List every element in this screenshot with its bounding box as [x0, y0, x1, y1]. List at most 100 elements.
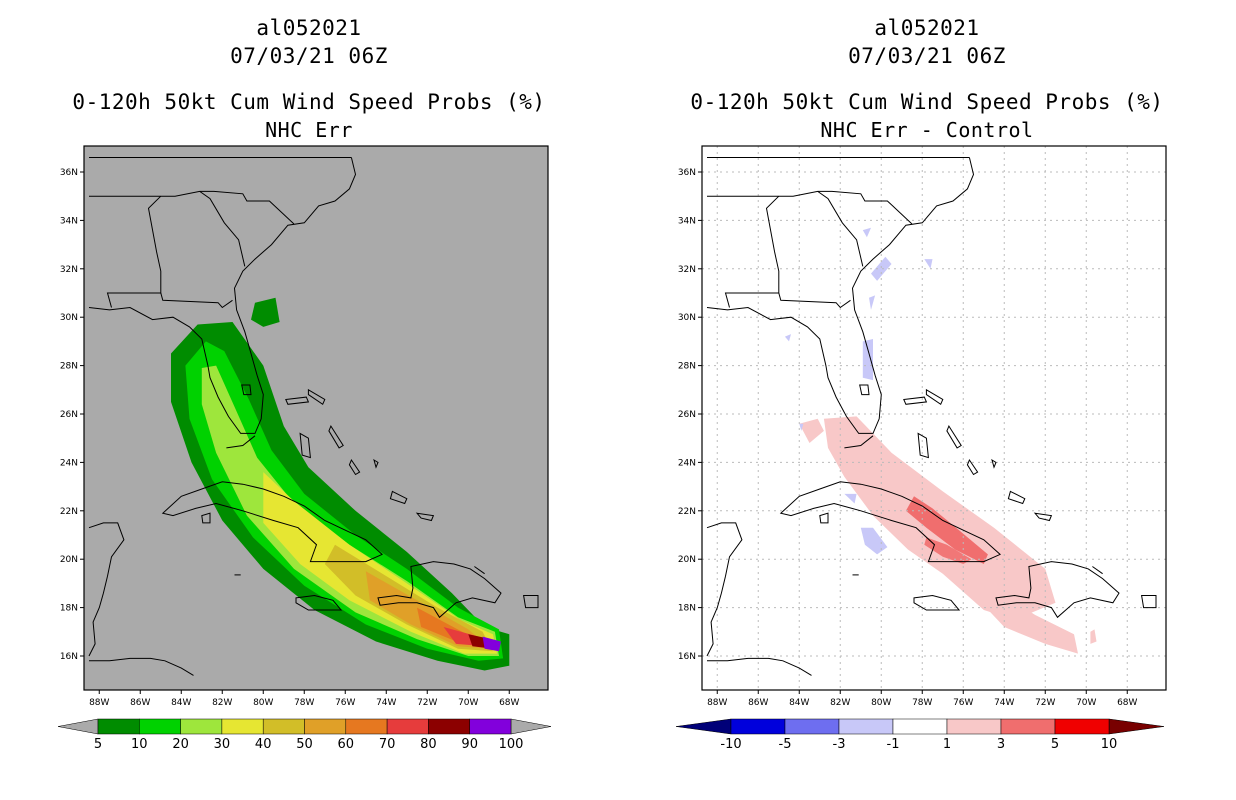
init-time: 07/03/21 06Z [848, 44, 1006, 68]
island-puerto-rico [523, 595, 539, 609]
colorbar-label: 10 [131, 737, 148, 752]
state-boundary [817, 190, 864, 267]
lon-label: 68W [1117, 698, 1137, 708]
island-bahamas [307, 388, 326, 406]
probability-band-50 [365, 571, 491, 649]
colorbar-label: -1 [887, 737, 900, 752]
colorbar-over-arrow [510, 718, 552, 735]
isla-de-la-juventud [201, 512, 211, 524]
lon-label: 84W [789, 698, 809, 708]
colorbar-swatch [1054, 718, 1110, 735]
probability-band-90 [482, 636, 501, 652]
colorbar-label: 20 [172, 737, 189, 752]
lat-label: 36N [678, 168, 696, 178]
coastline-honduras [89, 657, 194, 676]
lon-label: 82W [830, 698, 850, 708]
panel-nhc-err: al052021 07/03/21 06Z 0-120h 50kt Cum Wi… [57, 16, 552, 752]
island-hispaniola [377, 561, 502, 619]
state-boundary [707, 190, 913, 225]
coastline-honduras [707, 657, 812, 676]
island-bahamas [474, 566, 485, 575]
state-boundary [160, 292, 233, 309]
lon-label: 82W [212, 698, 232, 708]
colorbar-label: 100 [499, 737, 524, 752]
colorbar-swatch [1000, 718, 1056, 735]
island-bahamas [373, 458, 379, 469]
island-cuba [161, 481, 384, 563]
difference-map: 36N 34N 32N 30N 28N 26N 24N 22N 20N 18N 16N 88W 86W 8… [675, 145, 1167, 752]
difference-negative-light [869, 295, 876, 310]
colorbar-swatch [97, 718, 140, 735]
map-content [88, 157, 539, 676]
island-bahamas [1092, 566, 1103, 575]
colorbar-label: 3 [997, 737, 1005, 752]
probability-map: 36N 34N 32N 30N 28N 26N 24N 22N 20N 18N 16N 88W 86W 8… [57, 145, 552, 752]
island-bahamas [917, 432, 929, 459]
colorbar-swatch [428, 718, 470, 735]
island-bahamas [285, 396, 310, 405]
isla-de-la-juventud [819, 512, 829, 524]
colorbar-label: 5 [1051, 737, 1059, 752]
lat-label: 28N [60, 362, 78, 372]
lon-label: 72W [1035, 698, 1055, 708]
island-bahamas [1007, 490, 1026, 505]
lat-label: 30N [60, 313, 78, 323]
colorbar-label: -10 [720, 737, 741, 752]
lon-label: 78W [294, 698, 314, 708]
colorbar-label: -5 [779, 737, 792, 752]
island-bahamas [389, 490, 408, 505]
lon-label: 86W [130, 698, 150, 708]
lake-okeechobee [241, 384, 252, 396]
island-bahamas [991, 458, 997, 469]
island-hispaniola [995, 561, 1120, 619]
lon-label: 72W [417, 698, 437, 708]
island-bahamas [903, 396, 928, 405]
lat-label: 22N [678, 507, 696, 517]
colorbar-swatch [262, 718, 305, 735]
difference-negative-light [860, 527, 888, 555]
colorbar-swatch [469, 718, 512, 735]
init-time: 07/03/21 06Z [230, 44, 388, 68]
map-content [702, 146, 1166, 690]
state-boundary [89, 190, 295, 225]
island-bahamas [328, 425, 344, 449]
colorbar-label: 30 [214, 737, 231, 752]
colorbar-swatch [946, 718, 1002, 735]
product-title: 0-120h 50kt Cum Wind Speed Probs (%) [690, 90, 1164, 114]
panel-nhc-err-minus-control: al052021 07/03/21 06Z 0-120h 50kt Cum Wi… [618, 0, 1236, 800]
product-title: 0-120h 50kt Cum Wind Speed Probs (%) [72, 90, 546, 114]
lon-label: 76W [953, 698, 973, 708]
product-subtitle: NHC Err [265, 118, 353, 142]
state-boundary [724, 195, 780, 308]
colorbar-label: 5 [94, 737, 102, 752]
lat-label: 26N [60, 410, 78, 420]
difference-negative-light [799, 423, 804, 431]
product-subtitle: NHC Err - Control [820, 118, 1034, 142]
colorbar-label: 40 [255, 737, 272, 752]
lat-label: 34N [60, 216, 78, 226]
lat-label: 24N [60, 458, 78, 468]
coastline-yucatan [706, 522, 743, 657]
state-boundary [106, 195, 162, 308]
difference-positive-strong [924, 537, 972, 564]
colorbar-label: 10 [1101, 737, 1118, 752]
colorbar-swatch [221, 718, 264, 735]
probability-blob [251, 297, 280, 327]
lat-label: 26N [678, 410, 696, 420]
colorbar-label: -3 [833, 737, 846, 752]
map-frame [701, 145, 1167, 691]
colorbar-under-arrow [675, 718, 732, 735]
coastline-us [88, 157, 357, 434]
lon-label: 68W [499, 698, 519, 708]
lat-label: 24N [678, 458, 696, 468]
lon-label: 80W [253, 698, 273, 708]
lon-label: 80W [871, 698, 891, 708]
lat-label: 20N [678, 555, 696, 565]
lon-label: 70W [1076, 698, 1096, 708]
storm-id: al052021 [256, 16, 362, 40]
island-jamaica [295, 594, 343, 611]
coastline-yucatan [88, 522, 125, 657]
colorbar-under-arrow [57, 718, 99, 735]
coastline-us [706, 157, 975, 434]
lat-label: 30N [678, 313, 696, 323]
